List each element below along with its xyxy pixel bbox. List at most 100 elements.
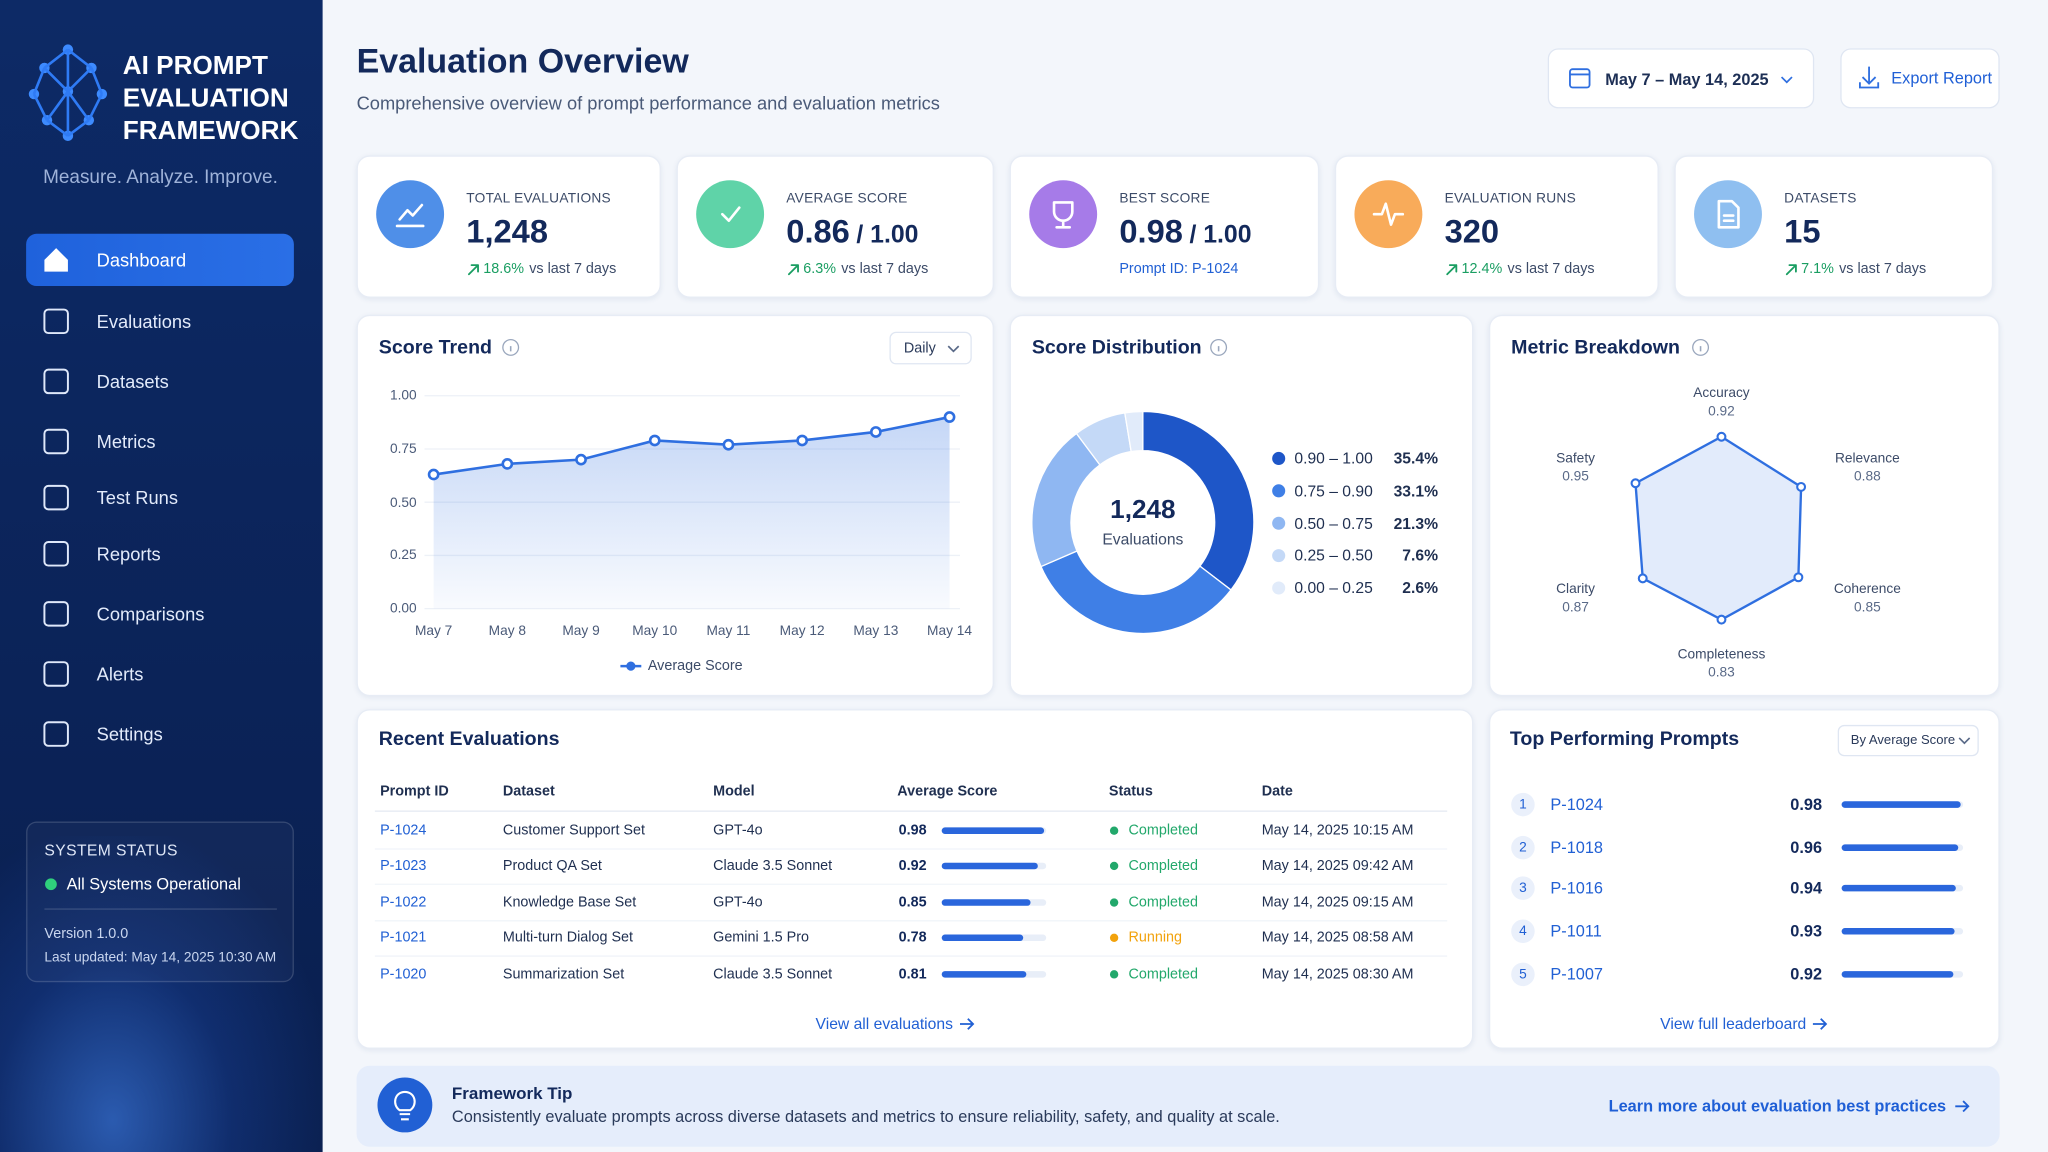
- model: Claude 3.5 Sonnet: [713, 966, 833, 983]
- status: Completed: [1128, 858, 1198, 874]
- radar-label: Clarity: [1556, 581, 1595, 597]
- kpi-label: AVERAGE SCORE: [786, 190, 908, 207]
- legend-label: 0.90 – 1.00: [1294, 449, 1373, 468]
- icon-stroke: [467, 263, 479, 275]
- kpi-change: 18.6%: [483, 261, 525, 277]
- rank: 5: [1519, 966, 1527, 983]
- tip-bar: [356, 1065, 2000, 1147]
- status-box: [26, 821, 294, 983]
- column-header: Date: [1261, 783, 1293, 800]
- date: May 14, 2025 10:15 AM: [1261, 822, 1414, 839]
- prompt-id[interactable]: P-1024: [1550, 795, 1604, 814]
- status: Completed: [1128, 822, 1198, 839]
- score: 0.93: [1790, 922, 1823, 941]
- view-all-link[interactable]: View all evaluations: [815, 1014, 953, 1034]
- radar-label: Relevance: [1834, 450, 1900, 467]
- x-tick-label: May 12: [779, 623, 825, 639]
- export-label[interactable]: Export Report: [1891, 69, 1992, 88]
- nav-label[interactable]: Test Runs: [96, 487, 178, 509]
- x-tick-label: May 11: [706, 623, 751, 639]
- nav-label[interactable]: Comparisons: [96, 603, 205, 625]
- prompt-id[interactable]: P-1022: [380, 894, 427, 911]
- prompt-id[interactable]: P-1020: [380, 966, 427, 983]
- dropdown-label[interactable]: By Average Score: [1850, 733, 1956, 748]
- x-tick-label: May 9: [562, 623, 600, 639]
- x-tick-label: May 8: [488, 623, 526, 639]
- kpi-label: TOTAL EVALUATIONS: [466, 190, 611, 207]
- model: Gemini 1.5 Pro: [713, 929, 809, 946]
- icon: [1785, 263, 1797, 275]
- status-title: SYSTEM STATUS: [44, 841, 178, 860]
- dataset: Customer Support Set: [502, 822, 646, 839]
- nav-active[interactable]: [26, 233, 294, 287]
- kpi-period: vs last 7 days: [529, 261, 617, 277]
- prompt-id[interactable]: P-1024: [380, 822, 427, 839]
- dropdown-label[interactable]: Daily: [903, 340, 936, 357]
- kpi-value: 0.98: [1119, 213, 1183, 251]
- nav-label[interactable]: Metrics: [96, 431, 156, 452]
- nav-label[interactable]: Evaluations: [96, 310, 192, 332]
- kpi-value-row: 0.86/ 1.00: [786, 214, 918, 252]
- score: 0.92: [1790, 965, 1823, 984]
- nav-label[interactable]: Alerts: [96, 663, 144, 685]
- radar-value: 0.85: [1854, 599, 1881, 616]
- dropdown[interactable]: [1837, 724, 1979, 757]
- prompt-id[interactable]: P-1021: [380, 929, 427, 946]
- radar-value: 0.95: [1562, 468, 1589, 485]
- legend-label: 0.75 – 0.90: [1294, 481, 1373, 500]
- tip-text: Consistently evaluate prompts across div…: [451, 1107, 1280, 1126]
- score: 0.78: [898, 929, 927, 946]
- y-tick-label: 0.50: [389, 494, 417, 511]
- nav-label[interactable]: Dashboard: [96, 249, 187, 271]
- legend-label: 0.50 – 0.75: [1294, 514, 1373, 533]
- page-title: Evaluation Overview: [356, 41, 689, 81]
- dataset: Product QA Set: [502, 858, 602, 874]
- y-tick-label: 0.75: [389, 441, 417, 457]
- kpi-suffix: / 1.00: [1189, 221, 1252, 249]
- date-range[interactable]: May 7 – May 14, 2025: [1605, 70, 1769, 89]
- date-button[interactable]: [1547, 48, 1815, 109]
- leaderboard-link[interactable]: View full leaderboard: [1660, 1014, 1807, 1034]
- icon: [467, 263, 479, 275]
- rank: 4: [1519, 923, 1527, 940]
- prompt-id[interactable]: P-1018: [1550, 838, 1604, 857]
- kpi-label: BEST SCORE: [1119, 190, 1211, 207]
- status: Completed: [1128, 966, 1198, 983]
- last-updated: Last updated: May 14, 2025 10:30 AM: [44, 949, 277, 966]
- date: May 14, 2025 08:58 AM: [1261, 929, 1414, 946]
- icon: [787, 263, 799, 275]
- icon-stroke: [1446, 263, 1458, 275]
- kpi-change: 6.3%: [803, 261, 837, 277]
- prompt-id[interactable]: P-1007: [1550, 965, 1604, 984]
- chart-title: Score Trend: [378, 336, 493, 359]
- prompt-id[interactable]: P-1011: [1550, 922, 1602, 941]
- kpi-suffix: / 1.00: [856, 221, 919, 249]
- kpi-value-row: 320: [1445, 214, 1499, 252]
- kpi-label: DATASETS: [1784, 190, 1857, 207]
- kpi-value: 320: [1444, 213, 1500, 251]
- tip-link[interactable]: Learn more about evaluation best practic…: [1608, 1097, 1947, 1116]
- legend-label: 0.00 – 0.25: [1294, 578, 1373, 598]
- nav-label[interactable]: Reports: [96, 543, 161, 565]
- donut-center-label: Evaluations: [1102, 530, 1184, 549]
- legend-label: 0.25 – 0.50: [1294, 546, 1373, 565]
- nav-item[interactable]: [26, 415, 294, 467]
- chart-title: Metric Breakdown: [1511, 336, 1680, 359]
- score: 0.81: [898, 966, 927, 983]
- score: 0.94: [1790, 879, 1823, 898]
- icon: [1446, 263, 1458, 275]
- column-header: Prompt ID: [380, 783, 449, 800]
- nav-label[interactable]: Settings: [96, 723, 163, 745]
- prompt-id[interactable]: P-1023: [380, 858, 427, 874]
- nav-label[interactable]: Datasets: [96, 370, 169, 392]
- kpi-change-row: 12.4% vs last 7 days: [1445, 261, 1595, 277]
- radar-value: 0.87: [1562, 599, 1589, 616]
- value-label: 33.1%: [1393, 481, 1439, 500]
- prompt-id[interactable]: P-1016: [1550, 879, 1604, 898]
- donut-center-value: 1,248: [1110, 495, 1176, 525]
- kpi-change: 7.1%: [1801, 261, 1834, 277]
- model: GPT-4o: [713, 822, 763, 839]
- icon-stroke: [787, 263, 799, 275]
- nav-item[interactable]: [26, 648, 294, 700]
- value-label: 2.6%: [1402, 578, 1439, 598]
